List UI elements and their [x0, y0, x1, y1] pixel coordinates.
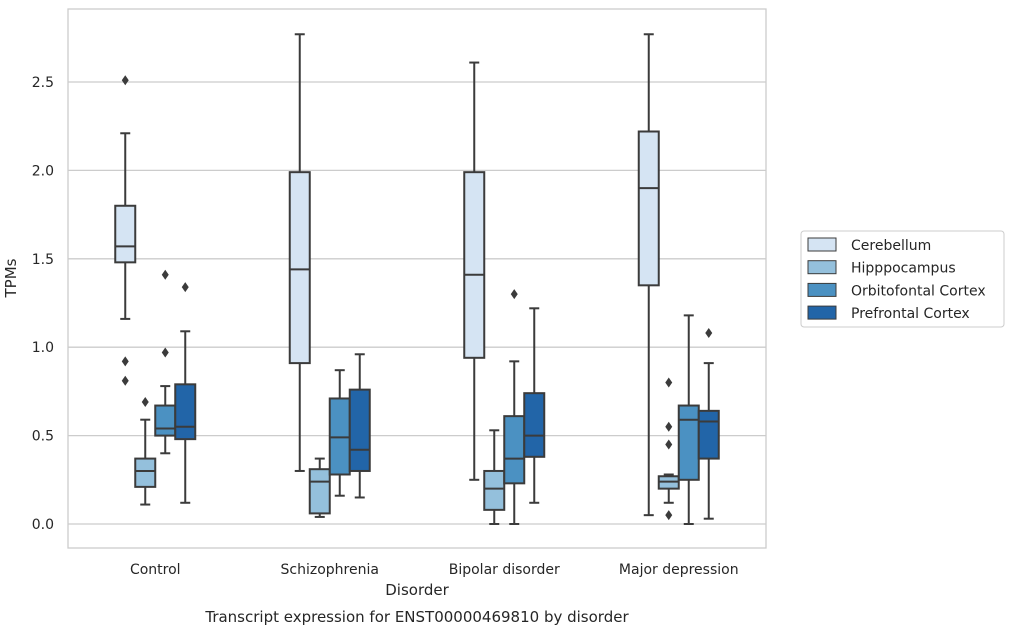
legend-label: Prefrontal Cortex: [851, 306, 970, 322]
plot-frame: [67, 8, 767, 549]
outlier-point: [161, 269, 169, 280]
x-axis-label: Disorder: [385, 581, 449, 599]
x-tick-labels: Control Schizophrenia Bipolar disorder Majo…: [130, 562, 739, 578]
box-plot: [308, 457, 331, 518]
box-plot: [288, 33, 311, 472]
box-plot: [483, 429, 506, 525]
box-iqr: [114, 204, 137, 264]
y-tick-label: 1.0: [32, 340, 54, 356]
chart-caption: Transcript expression for ENST0000046981…: [204, 608, 629, 626]
outlier-point: [665, 377, 673, 388]
box-iqr: [174, 383, 197, 441]
outlier-point: [121, 75, 129, 86]
box-iqr: [308, 468, 331, 515]
box-plot: [463, 61, 486, 481]
y-tick-label: 2.5: [32, 75, 54, 91]
legend-label: Cerebellum: [851, 238, 931, 254]
box-plot: [174, 282, 197, 504]
legend-swatch: [807, 237, 837, 252]
box-plot: [657, 377, 680, 521]
category-group: [114, 75, 197, 506]
box-plot: [328, 369, 351, 497]
box-iqr: [134, 457, 157, 488]
box-plot: [134, 397, 157, 506]
legend: Cerebellum Hipppocampus Orbitofontal Corte…: [800, 230, 1005, 328]
category-group: [637, 33, 720, 525]
outlier-point: [510, 289, 518, 300]
outlier-point: [665, 510, 673, 521]
y-tick-label: 2.0: [32, 163, 54, 179]
box-groups: [114, 33, 720, 525]
category-group: [463, 61, 546, 525]
legend-label: Orbitofontal Cortex: [851, 283, 986, 299]
box-iqr: [154, 404, 177, 437]
outlier-point: [665, 421, 673, 432]
grid-lines: [68, 81, 766, 525]
category-group: [288, 33, 371, 518]
y-tick-label: 0.0: [32, 517, 54, 533]
legend-swatch: [807, 260, 837, 275]
box-iqr: [637, 130, 660, 287]
legend-label: Hipppocampus: [851, 261, 956, 277]
box-iqr: [677, 404, 700, 481]
legend-swatch: [807, 282, 837, 297]
box-iqr: [483, 469, 506, 511]
box-iqr: [503, 415, 526, 485]
y-axis-label: TPMs: [2, 258, 20, 298]
outlier-point: [141, 397, 149, 408]
box-plot: [348, 353, 371, 499]
box-iqr: [348, 388, 371, 472]
outlier-point: [121, 375, 129, 386]
x-tick-label: Bipolar disorder: [449, 562, 560, 578]
outlier-point: [181, 282, 189, 293]
box-iqr: [463, 171, 486, 359]
outlier-point: [161, 347, 169, 358]
x-tick-label: Control: [130, 562, 181, 578]
box-iqr: [523, 392, 546, 458]
y-tick-labels: 0.0 0.5 1.0 1.5 2.0 2.5: [32, 75, 54, 533]
x-tick-label: Major depression: [619, 562, 739, 578]
box-plot: [697, 328, 720, 520]
box-plot: [637, 33, 660, 517]
y-tick-label: 0.5: [32, 429, 54, 445]
legend-frame: [800, 230, 1005, 328]
box-plot: [503, 289, 526, 525]
outlier-point: [705, 328, 713, 339]
legend-swatch: [807, 305, 837, 320]
box-iqr: [288, 171, 311, 365]
y-tick-label: 1.5: [32, 252, 54, 268]
box-plot: [523, 307, 546, 504]
outlier-point: [665, 439, 673, 450]
box-plot: [154, 269, 177, 455]
x-tick-label: Schizophrenia: [281, 562, 379, 578]
outlier-point: [121, 356, 129, 367]
box-iqr: [697, 409, 720, 460]
box-plot: [114, 75, 137, 386]
